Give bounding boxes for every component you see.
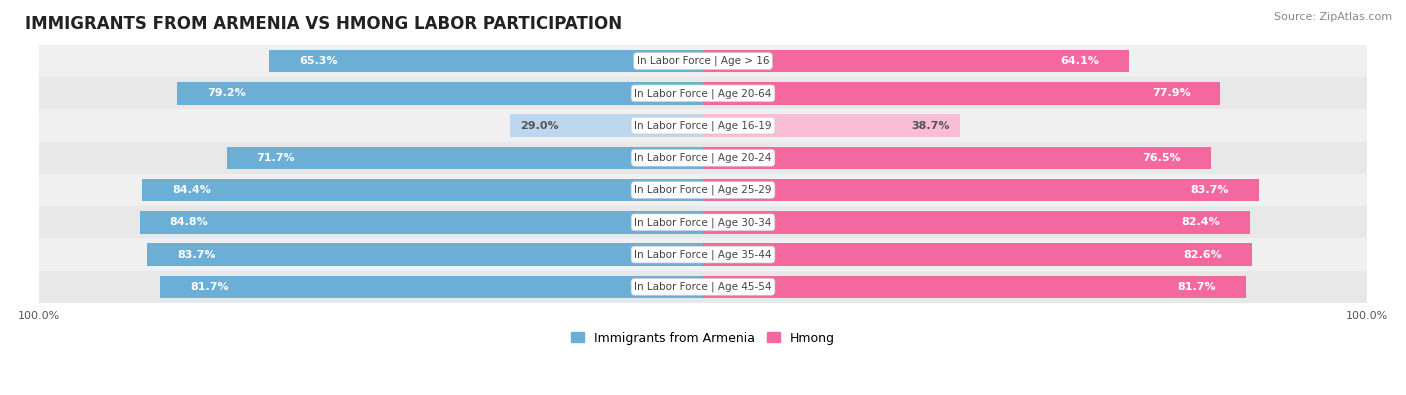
Bar (177, 82, 703, 105)
Bar (226, 147, 703, 169)
Bar (39, 142, 1367, 174)
Bar (703, 147, 1211, 169)
Bar (703, 179, 1258, 201)
Text: In Labor Force | Age 30-34: In Labor Force | Age 30-34 (634, 217, 772, 228)
Text: 76.5%: 76.5% (1143, 153, 1181, 163)
Text: 82.4%: 82.4% (1181, 217, 1220, 228)
Bar (142, 179, 703, 201)
Text: In Labor Force | Age 20-64: In Labor Force | Age 20-64 (634, 88, 772, 99)
Bar (39, 239, 1367, 271)
Text: 64.1%: 64.1% (1060, 56, 1099, 66)
Text: 84.4%: 84.4% (173, 185, 211, 195)
Bar (703, 243, 1251, 266)
Text: 29.0%: 29.0% (520, 120, 560, 131)
Bar (148, 243, 703, 266)
Bar (703, 211, 1250, 233)
Bar (139, 211, 703, 233)
Bar (39, 45, 1367, 77)
Bar (160, 276, 703, 298)
Bar (39, 174, 1367, 206)
Bar (703, 276, 1246, 298)
Text: 81.7%: 81.7% (1177, 282, 1216, 292)
Text: In Labor Force | Age 25-29: In Labor Force | Age 25-29 (634, 185, 772, 196)
Text: 65.3%: 65.3% (299, 56, 337, 66)
Text: In Labor Force | Age > 16: In Labor Force | Age > 16 (637, 56, 769, 66)
Bar (39, 77, 1367, 109)
Bar (39, 271, 1367, 303)
Bar (703, 114, 960, 137)
Text: 77.9%: 77.9% (1152, 88, 1191, 98)
Text: 83.7%: 83.7% (177, 250, 215, 260)
Text: 71.7%: 71.7% (257, 153, 295, 163)
Text: 83.7%: 83.7% (1191, 185, 1229, 195)
Text: In Labor Force | Age 16-19: In Labor Force | Age 16-19 (634, 120, 772, 131)
Bar (510, 114, 703, 137)
Text: IMMIGRANTS FROM ARMENIA VS HMONG LABOR PARTICIPATION: IMMIGRANTS FROM ARMENIA VS HMONG LABOR P… (25, 15, 623, 33)
Text: 82.6%: 82.6% (1182, 250, 1222, 260)
Text: In Labor Force | Age 45-54: In Labor Force | Age 45-54 (634, 282, 772, 292)
Bar (39, 109, 1367, 142)
Bar (39, 206, 1367, 239)
Text: 38.7%: 38.7% (911, 120, 950, 131)
Bar (703, 82, 1220, 105)
Bar (269, 50, 703, 72)
Bar (703, 50, 1129, 72)
Text: 84.8%: 84.8% (170, 217, 208, 228)
Text: 79.2%: 79.2% (207, 88, 246, 98)
Text: Source: ZipAtlas.com: Source: ZipAtlas.com (1274, 12, 1392, 22)
Text: 81.7%: 81.7% (190, 282, 229, 292)
Text: In Labor Force | Age 35-44: In Labor Force | Age 35-44 (634, 249, 772, 260)
Legend: Immigrants from Armenia, Hmong: Immigrants from Armenia, Hmong (567, 327, 839, 350)
Text: In Labor Force | Age 20-24: In Labor Force | Age 20-24 (634, 152, 772, 163)
